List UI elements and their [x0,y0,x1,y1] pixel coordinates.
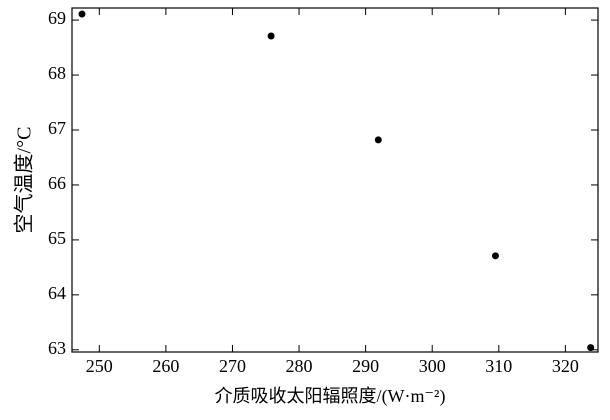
x-tick-label: 270 [219,356,246,376]
x-tick-label: 260 [152,356,179,376]
x-tick-label: 290 [352,356,379,376]
plot-frame [71,7,599,353]
x-tick-label: 300 [419,356,446,376]
y-tick-label: 69 [48,8,66,28]
point [491,252,499,260]
y-tick-label: 63 [48,338,66,358]
y-axis-label: 空气温度/°C [13,127,36,234]
point [78,10,86,18]
y-tick-label: 64 [48,283,66,303]
x-tick-label: 310 [485,356,512,376]
x-axis-label: 介质吸收太阳辐照度/(W·m⁻²) [215,386,446,407]
y-tick-label: 67 [48,118,66,138]
y-tick-label: 65 [48,228,66,248]
y-tick-label: 68 [48,63,66,83]
y-tick-label: 66 [48,173,66,193]
point [374,136,382,144]
x-tick-label: 280 [286,356,313,376]
x-tick-label: 320 [552,356,579,376]
point [587,344,595,352]
x-tick-label: 250 [86,356,113,376]
point [267,32,275,40]
